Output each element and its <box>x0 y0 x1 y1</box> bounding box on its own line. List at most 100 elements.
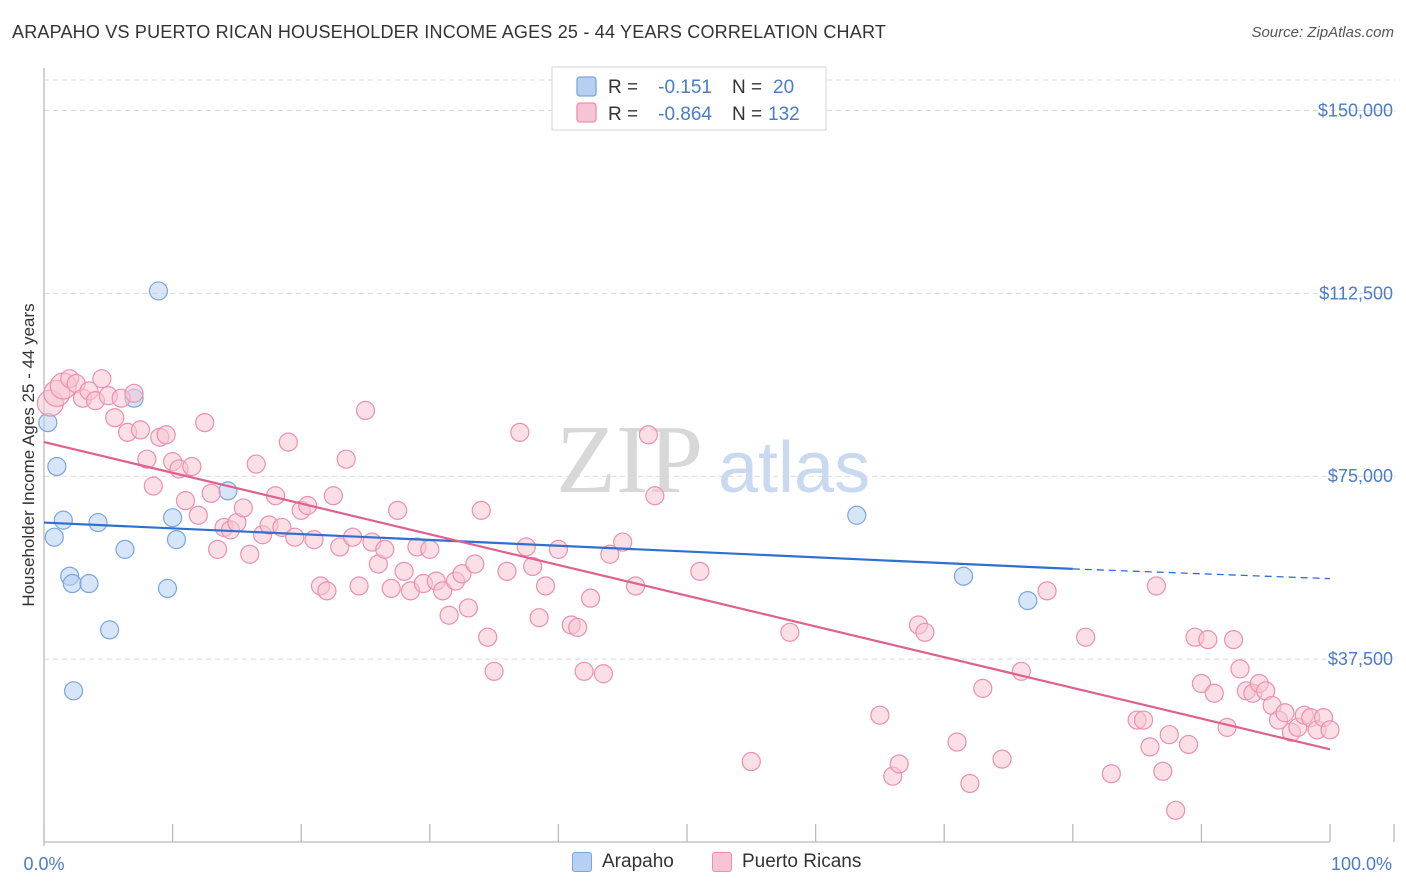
puerto-rican-point <box>645 486 665 506</box>
arapaho-point <box>166 530 187 550</box>
puerto-rican-point <box>1076 627 1096 647</box>
arapaho-point <box>157 578 178 599</box>
puerto-rican-point <box>593 664 614 684</box>
puerto-rican-point <box>246 454 266 474</box>
puerto-rican-point <box>889 754 909 774</box>
puerto-rican-point <box>1037 581 1057 601</box>
puerto-rican-point <box>535 576 556 596</box>
y-tick-label: $112,500 <box>1319 283 1393 303</box>
puerto-rican-point <box>478 627 498 647</box>
legend-n-value-arapaho: 20 <box>773 77 794 98</box>
arapaho-point <box>44 527 64 547</box>
legend-r-label-arapaho: R = <box>608 77 638 98</box>
puerto-rican-point <box>960 773 980 794</box>
legend-item-puerto-ricans[interactable]: Puerto Ricans <box>712 851 861 873</box>
puerto-rican-point <box>613 532 633 552</box>
puerto-rican-point <box>433 581 453 601</box>
legend-swatch <box>712 852 732 872</box>
puerto-rican-point <box>1166 800 1186 820</box>
legend-r-label-pr: R = <box>608 104 638 125</box>
puerto-rican-point <box>394 561 414 581</box>
puerto-rican-point <box>124 383 144 403</box>
y-tick-label: $150,000 <box>1318 100 1393 120</box>
puerto-rican-point <box>182 456 202 477</box>
puerto-rican-point <box>330 537 350 557</box>
puerto-rican-point <box>741 751 761 772</box>
puerto-rican-point <box>375 539 395 559</box>
y-tick-label: $37,500 <box>1328 649 1393 669</box>
legend-item-arapaho[interactable]: Arapaho <box>572 851 674 873</box>
puerto-rican-point <box>484 661 504 681</box>
puerto-rican-point <box>105 408 125 428</box>
arapaho-point <box>953 566 974 586</box>
arapaho-point <box>847 505 867 525</box>
axes <box>43 68 1395 846</box>
arapaho-point <box>47 456 67 477</box>
puerto-rican-point <box>1223 630 1244 650</box>
legend-swatch-arapaho <box>576 76 597 97</box>
puerto-rican-point <box>1159 725 1179 745</box>
legend-swatch <box>572 852 592 872</box>
puerto-rican-point <box>465 554 485 574</box>
puerto-rican-point <box>574 661 594 681</box>
puerto-rican-point <box>355 400 376 421</box>
puerto-rican-point <box>600 544 620 564</box>
puerto-rican-point <box>870 705 890 725</box>
puerto-rican-point <box>1320 720 1340 740</box>
puerto-rican-point <box>439 605 459 625</box>
puerto-rican-point <box>1101 764 1121 784</box>
puerto-rican-point <box>1153 761 1173 781</box>
puerto-rican-point <box>1146 576 1166 596</box>
puerto-rican-point <box>1178 734 1199 755</box>
puerto-rican-point <box>452 564 472 584</box>
puerto-rican-point <box>317 581 337 601</box>
stats-legend: R = -0.151 N = 20 R = -0.864 N = 132 <box>551 66 827 131</box>
puerto-rican-point <box>523 556 543 577</box>
arapaho-point <box>99 620 120 640</box>
puerto-rican-point <box>143 476 163 496</box>
arapaho-point <box>53 510 73 530</box>
puerto-rican-point <box>690 561 710 581</box>
gridlines <box>44 79 1395 660</box>
legend-label-arapaho: Arapaho <box>602 851 674 872</box>
puerto-rican-point <box>420 539 440 559</box>
x-tick-label-start: 0.0% <box>23 854 64 874</box>
arapaho-point <box>62 573 82 594</box>
puerto-rican-point <box>1275 703 1295 723</box>
source-credit: Source: ZipAtlas.com <box>1251 24 1394 41</box>
puerto-rican-point <box>992 749 1012 769</box>
puerto-rican-point <box>915 622 935 642</box>
puerto-rican-point <box>1191 673 1212 694</box>
puerto-rican-point <box>349 576 369 596</box>
arapaho-trend-line <box>43 521 1073 570</box>
puerto-rican-point <box>1204 683 1224 703</box>
puerto-rican-point <box>780 622 800 642</box>
puerto-rican-point <box>323 486 343 506</box>
puerto-rican-point <box>208 539 228 559</box>
puerto-rican-trend-line <box>43 441 1331 751</box>
puerto-rican-point <box>947 732 967 752</box>
puerto-rican-point <box>304 530 324 550</box>
legend-r-value-arapaho: -0.151 <box>658 77 712 98</box>
puerto-rican-point <box>188 505 208 525</box>
puerto-rican-point <box>195 412 215 433</box>
puerto-rican-point <box>516 537 536 557</box>
puerto-rican-point <box>240 544 260 564</box>
legend-label-puerto-ricans: Puerto Ricans <box>742 851 862 872</box>
puerto-rican-point <box>201 483 221 503</box>
legend-n-value-pr: 132 <box>768 104 800 125</box>
puerto-rican-point <box>1140 737 1160 757</box>
puerto-rican-point <box>1198 630 1218 650</box>
watermark: ZIP atlas <box>556 406 870 514</box>
arapaho-point <box>79 573 99 594</box>
puerto-rican-point <box>233 498 253 518</box>
puerto-rican-point <box>1230 659 1250 679</box>
legend-n-label-arapaho: N = <box>732 77 762 98</box>
watermark-zip: ZIP <box>556 406 703 514</box>
tick-labels: $37,500 $75,000 $112,500 $150,000 0.0% 100.0% <box>23 100 1393 874</box>
puerto-rican-point <box>381 578 401 599</box>
puerto-rican-point <box>458 598 478 618</box>
puerto-rican-point <box>278 432 298 452</box>
trend-lines <box>43 441 1331 751</box>
